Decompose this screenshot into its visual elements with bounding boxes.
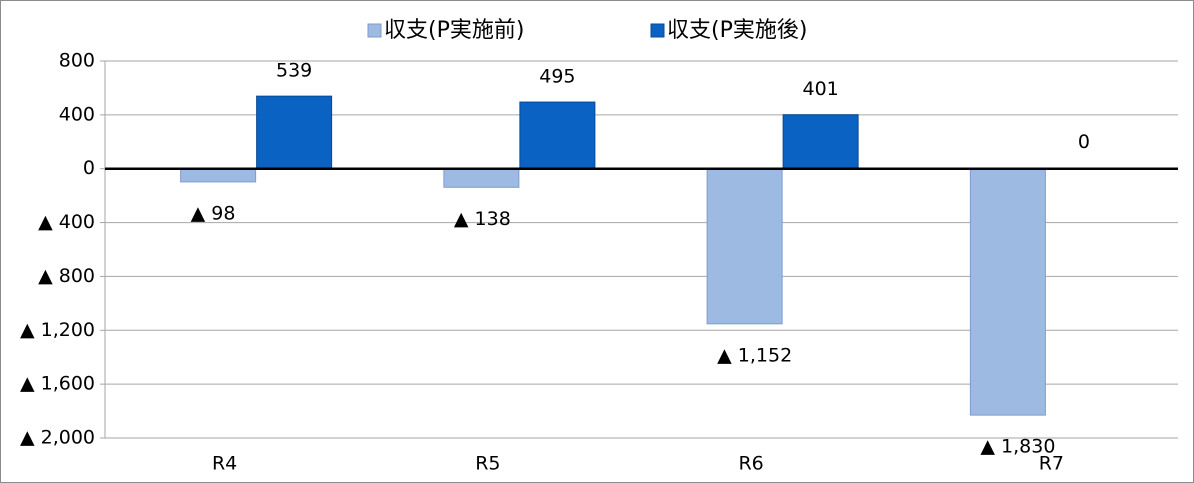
data-label: ▲ 98 — [191, 202, 236, 224]
bar — [256, 95, 333, 170]
legend-swatch — [650, 23, 665, 38]
data-label: 0 — [1078, 131, 1090, 153]
bar — [782, 114, 859, 170]
legend-label: 収支(P実施前) — [384, 18, 524, 43]
legend-label: 収支(P実施後) — [667, 18, 807, 43]
data-label: ▲ 1,152 — [717, 344, 792, 366]
data-label: 539 — [276, 60, 312, 82]
bar — [180, 168, 257, 183]
bar — [969, 168, 1046, 416]
x-tick-label: R5 — [475, 453, 500, 475]
y-tick-label: ▲ 2,000 — [20, 427, 95, 449]
y-tick-label: 400 — [59, 103, 95, 125]
x-tick-label: R7 — [1039, 453, 1064, 475]
y-tick-label: ▲ 400 — [38, 211, 95, 233]
bar — [443, 168, 520, 188]
data-label: ▲ 1,830 — [980, 436, 1055, 458]
data-label: ▲ 138 — [454, 208, 511, 230]
y-tick-label: ▲ 800 — [38, 265, 95, 287]
data-label: 401 — [802, 78, 838, 100]
legend-swatch — [367, 23, 382, 38]
y-tick-label: 0 — [83, 157, 95, 179]
data-label: 495 — [539, 66, 575, 88]
y-tick-label: ▲ 1,600 — [20, 373, 95, 395]
y-tick-label: ▲ 1,200 — [20, 319, 95, 341]
bar — [519, 101, 596, 170]
x-tick-label: R6 — [738, 453, 763, 475]
y-tick-label: 800 — [59, 50, 95, 72]
x-tick-label: R4 — [212, 453, 237, 475]
bar — [706, 168, 783, 325]
